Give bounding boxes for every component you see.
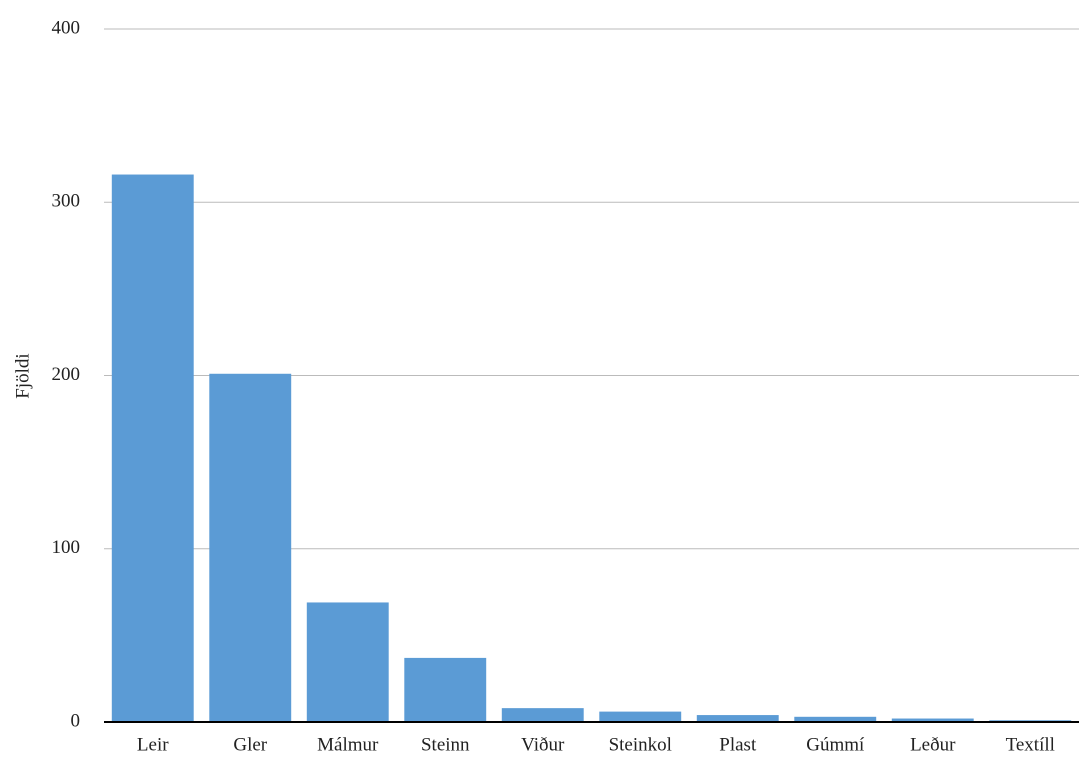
x-tick-label: Málmur (317, 734, 379, 755)
x-tick-label: Leður (910, 734, 956, 755)
bar (697, 715, 779, 722)
bar (209, 374, 291, 722)
bar (599, 712, 681, 722)
y-tick-label: 300 (52, 191, 81, 212)
y-tick-label: 200 (52, 364, 81, 385)
chart: Fjöldi 0 100 200 300 400 Leir Gler Málmur Steinn… (0, 0, 1079, 763)
x-tick-label: Textíll (1006, 734, 1055, 755)
bar (502, 708, 584, 722)
x-tick-label: Steinkol (609, 734, 672, 755)
x-tick-label: Plast (719, 734, 757, 755)
x-tick-label: Viður (521, 734, 565, 755)
bar (112, 175, 194, 722)
y-tick-label: 100 (52, 537, 81, 558)
bar (404, 658, 486, 722)
y-tick-label: 0 (71, 710, 81, 731)
bar (307, 602, 389, 722)
y-tick-label: 400 (52, 17, 81, 38)
y-axis-label: Fjöldi (12, 353, 33, 398)
x-tick-label: Leir (137, 734, 169, 755)
x-tick-label: Gúmmí (806, 734, 865, 755)
x-tick-label: Gler (233, 734, 267, 755)
x-tick-label: Steinn (421, 734, 470, 755)
